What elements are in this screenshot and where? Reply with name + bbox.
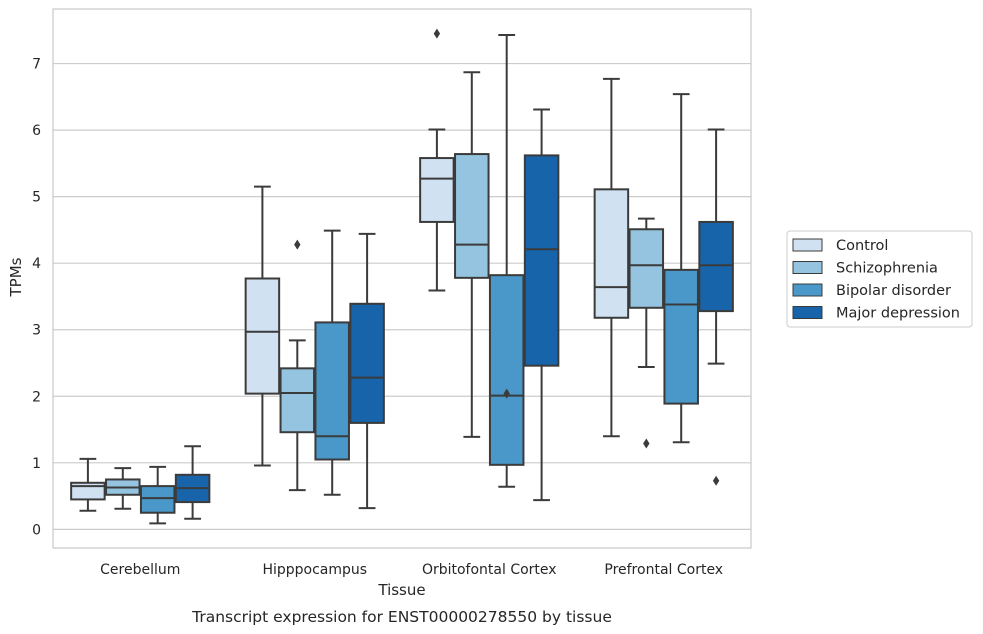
x-tick-label: Hipppocampus — [262, 562, 367, 578]
legend: Control Schizophrenia Bipolar disorder Majo… — [786, 230, 973, 328]
series-schizophrenia — [105, 71, 665, 510]
chart-caption: Transcript expression for ENST0000027855… — [191, 608, 612, 626]
outlier-point — [433, 28, 441, 39]
y-tick-label: 5 — [32, 190, 41, 206]
outlier-point — [503, 388, 510, 399]
legend-label: Control — [836, 238, 888, 254]
box — [454, 153, 490, 279]
x-tick-label: Cerebellum — [100, 562, 180, 578]
plot-frame — [52, 8, 752, 549]
x-axis-title: Tissue — [377, 581, 425, 599]
box — [419, 157, 455, 223]
legend-swatch — [792, 261, 823, 274]
legend-label: Schizophrenia — [836, 261, 938, 277]
box — [139, 485, 176, 514]
x-tick-label: Orbitofontal Cortex — [422, 562, 557, 578]
gridlines — [53, 62, 751, 530]
outlier-point — [643, 438, 650, 449]
y-axis-title: TPMs — [7, 257, 25, 297]
box — [244, 277, 281, 395]
legend-swatch — [792, 283, 823, 297]
box — [523, 154, 560, 367]
outlier-point — [712, 475, 720, 486]
x-axis-tick-labels: Cerebellum Hipppocampus Orbitofontal Corte… — [100, 562, 723, 578]
y-tick-label: 4 — [32, 256, 41, 272]
legend-swatch — [792, 238, 823, 252]
x-tick-label: Prefrontal Cortex — [604, 562, 723, 578]
y-tick-label: 0 — [32, 522, 41, 538]
legend-label: Bipolar disorder — [836, 283, 951, 299]
y-axis-tick-labels: 0 1 2 3 4 5 6 7 — [32, 57, 41, 539]
box — [279, 367, 316, 434]
y-tick-label: 1 — [32, 456, 41, 472]
box-series — [70, 28, 734, 525]
legend-label: Major depression — [836, 306, 960, 322]
legend-frame — [786, 230, 973, 328]
series-major-depression — [174, 108, 734, 520]
box — [628, 228, 665, 309]
box — [663, 268, 699, 405]
box — [349, 302, 385, 424]
series-bipolar-disorder — [139, 33, 699, 525]
y-tick-label: 6 — [32, 123, 41, 139]
legend-swatch — [792, 306, 823, 319]
y-tick-label: 7 — [32, 57, 41, 73]
series-control — [70, 28, 630, 512]
y-tick-label: 2 — [32, 389, 41, 405]
box — [698, 220, 734, 313]
outlier-point — [294, 239, 301, 250]
y-tick-label: 3 — [32, 323, 41, 339]
box — [593, 188, 630, 319]
box — [488, 274, 525, 466]
box — [314, 321, 350, 461]
